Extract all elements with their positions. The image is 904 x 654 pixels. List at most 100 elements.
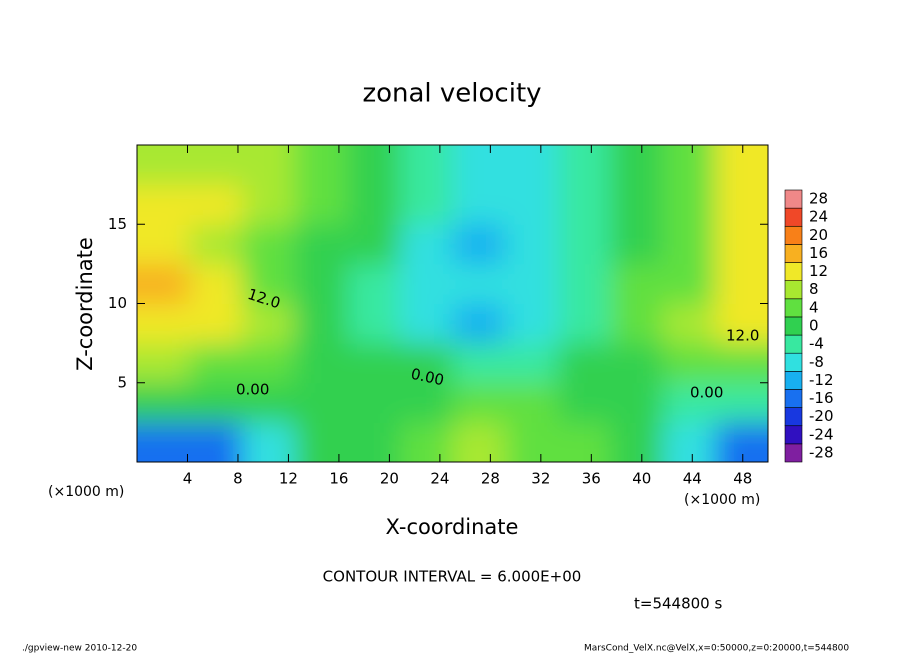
field-cell <box>399 303 454 344</box>
field-cell <box>242 343 296 384</box>
field-cell <box>347 303 401 344</box>
field-cell <box>242 263 296 304</box>
colorbar-box <box>784 262 803 281</box>
field-cell <box>452 382 506 423</box>
field-cell <box>505 263 559 304</box>
colorbar-label: 0 <box>809 317 819 335</box>
colorbar-box <box>784 207 803 227</box>
colorbar-label: -16 <box>809 389 834 407</box>
colorbar-box <box>784 316 803 336</box>
x-tick-label: 24 <box>430 470 449 488</box>
contour-interval: CONTOUR INTERVAL = 6.000E+00 <box>323 568 582 586</box>
field-cell <box>399 263 454 304</box>
y-unit: (×1000 m) <box>48 484 124 500</box>
field-cell <box>399 224 454 265</box>
field-cell <box>505 343 559 384</box>
field-cell <box>662 382 716 423</box>
field-cell <box>347 343 401 384</box>
colorbar-box <box>784 425 803 445</box>
field-cell <box>399 184 454 225</box>
footer-left: ./gpview-new 2010-12-20 <box>22 644 137 654</box>
colorbar-box <box>784 389 803 408</box>
field-cell <box>557 343 611 384</box>
field-cell <box>137 224 191 265</box>
field-cell <box>347 263 401 304</box>
colorbar-label: -24 <box>809 425 834 443</box>
field-cell <box>662 224 716 265</box>
field-cell <box>452 303 506 344</box>
field-cell <box>557 145 611 186</box>
colorbar-label: 24 <box>809 208 828 226</box>
field-cell <box>610 145 664 186</box>
colorbar-label: 16 <box>809 244 828 262</box>
footer-right: MarsCond_VelX.nc@VelX,x=0:50000,z=0:2000… <box>584 644 849 654</box>
colorbar-label: 28 <box>809 190 828 208</box>
field-cell <box>452 422 506 462</box>
field-cell <box>557 422 611 462</box>
field-cell <box>505 422 559 462</box>
field-cell <box>242 382 296 423</box>
field-cell <box>242 224 296 265</box>
colorbar-label: -12 <box>809 371 834 389</box>
field-cell <box>662 184 716 225</box>
field-cell <box>662 263 716 304</box>
x-tick-label: 44 <box>683 470 702 488</box>
field-cell <box>189 145 243 186</box>
field-cell <box>242 303 296 344</box>
field-cell <box>715 184 768 225</box>
field-cell <box>189 303 243 344</box>
field-cell <box>662 422 716 462</box>
colorbar-box <box>784 280 803 300</box>
field-cell <box>715 145 768 186</box>
field-cell <box>294 224 348 265</box>
colorbar-label: -4 <box>809 335 824 353</box>
field-cell <box>137 343 191 384</box>
x-axis-label: X-coordinate <box>386 515 519 539</box>
field-cell <box>137 184 191 225</box>
field-cell <box>557 224 611 265</box>
colorbar-label: -20 <box>809 407 834 425</box>
x-tick-label: 28 <box>481 470 500 488</box>
x-tick-label: 20 <box>380 470 399 488</box>
field-cell <box>399 343 454 384</box>
x-tick-label: 32 <box>531 470 550 488</box>
field-cell <box>662 303 716 344</box>
field-cell <box>347 184 401 225</box>
x-tick-label: 4 <box>183 470 193 488</box>
field-cell <box>715 224 768 265</box>
field-cell <box>294 343 348 384</box>
field-cell <box>242 184 296 225</box>
field-cell <box>399 382 454 423</box>
field-cell <box>347 422 401 462</box>
colorbar-label: 20 <box>809 226 828 244</box>
field-cell <box>662 145 716 186</box>
field-clip <box>137 145 768 462</box>
field-cell <box>610 382 664 423</box>
x-tick-label: 16 <box>329 470 348 488</box>
field-cell <box>294 303 348 344</box>
field-cell <box>557 263 611 304</box>
field-cell <box>505 184 559 225</box>
x-tick-label: 36 <box>582 470 601 488</box>
field-cell <box>242 145 296 186</box>
colorbar-box <box>784 298 803 318</box>
field-cell <box>610 263 664 304</box>
y-tick-label: 10 <box>108 294 127 312</box>
colorbar-box <box>784 443 803 463</box>
field-cell <box>452 224 506 265</box>
x-tick-label: 8 <box>233 470 243 488</box>
colorbar-box <box>784 189 803 209</box>
field-cell <box>189 382 243 423</box>
field-cell <box>610 422 664 462</box>
field <box>137 145 768 462</box>
contour-label: 0.00 <box>236 381 269 399</box>
field-cell <box>137 145 191 186</box>
field-cell <box>610 224 664 265</box>
field-cell <box>294 263 348 304</box>
field-cell <box>347 145 401 186</box>
contour-label: 12.0 <box>726 327 759 345</box>
x-tick-label: 12 <box>279 470 298 488</box>
field-cell <box>505 382 559 423</box>
chart-title: zonal velocity <box>362 79 541 109</box>
